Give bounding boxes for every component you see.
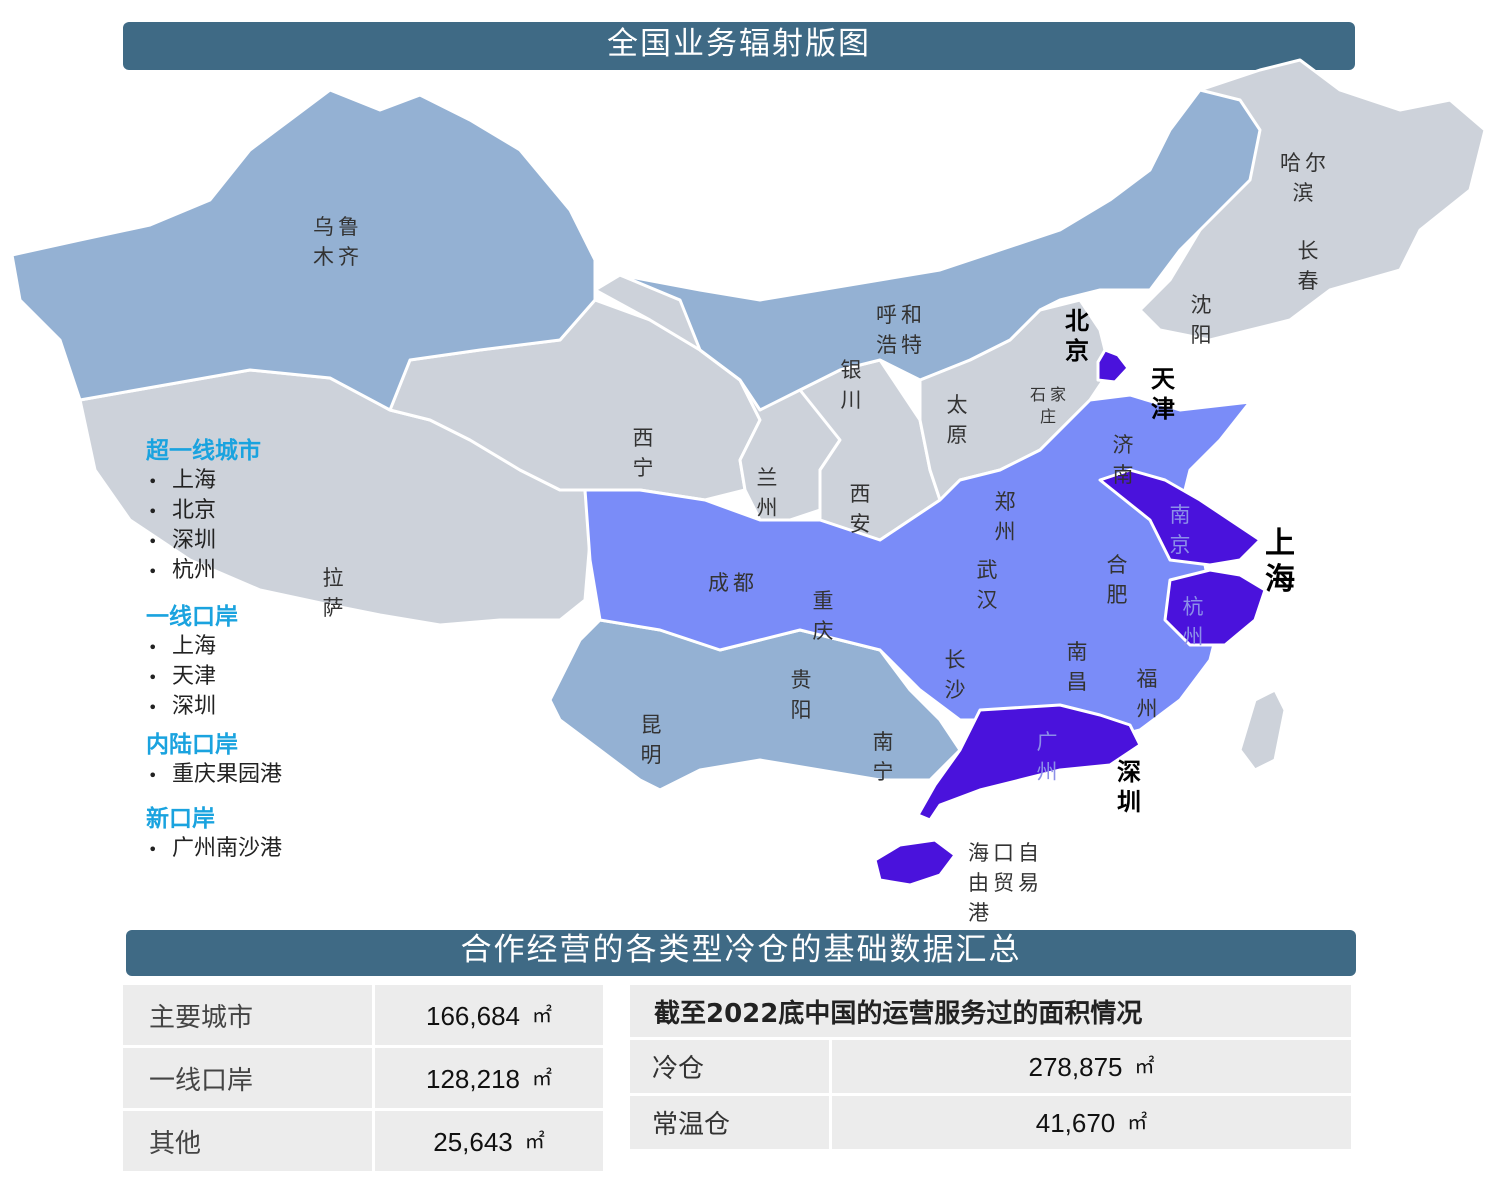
city-label-yinchuan: 银川 bbox=[840, 358, 866, 412]
legend-title: 超一线城市 bbox=[146, 438, 261, 464]
legend-group-super-tier: 超一线城市 上海 北京 深圳 杭州 bbox=[146, 436, 406, 586]
city-label-chongqing: 重庆 bbox=[812, 589, 838, 643]
legend-item: 广州南沙港 bbox=[146, 834, 406, 864]
city-label-nanjing: 南京 bbox=[1169, 503, 1195, 557]
city-label-harbin: 哈尔滨 bbox=[1280, 151, 1330, 205]
city-label-zhengzhou: 郑州 bbox=[994, 490, 1020, 544]
city-label-hangzhou: 杭州 bbox=[1182, 595, 1208, 649]
city-label-beijing: 北京 bbox=[1065, 307, 1089, 365]
legend-item: 天津 bbox=[146, 662, 406, 692]
city-label-xian: 西安 bbox=[849, 482, 875, 536]
city-label-tianjin: 天津 bbox=[1151, 365, 1175, 423]
city-label-changchun: 长春 bbox=[1297, 239, 1323, 293]
row-label: 主要城市 bbox=[123, 985, 372, 1045]
summary-title-banner: 合作经营的各类型冷仓的基础数据汇总 bbox=[126, 930, 1356, 976]
legend-title: 内陆口岸 bbox=[146, 732, 238, 758]
city-label-haikou: 海口自由贸易港 bbox=[968, 841, 1043, 925]
row-value: 41,670 ㎡ bbox=[832, 1096, 1351, 1149]
legend-item: 杭州 bbox=[146, 556, 406, 586]
legend-item: 上海 bbox=[146, 632, 406, 662]
city-label-xining: 西宁 bbox=[632, 426, 658, 480]
city-label-guangzhou: 广州 bbox=[1036, 730, 1062, 784]
region-taiwan bbox=[1238, 688, 1287, 772]
legend-item: 重庆果园港 bbox=[146, 760, 406, 790]
table-row: 冷仓 278,875 ㎡ bbox=[630, 1040, 1351, 1093]
city-label-shanghai: 上海 bbox=[1265, 526, 1295, 597]
table-header: 截至2022底中国的运营服务过的面积情况 bbox=[630, 985, 1351, 1037]
city-label-shenyang: 沈阳 bbox=[1190, 293, 1216, 347]
city-label-nanchang: 南昌 bbox=[1066, 640, 1092, 694]
city-label-guiyang: 贵阳 bbox=[790, 668, 816, 722]
row-label: 其他 bbox=[123, 1111, 372, 1171]
area-by-type-table: 截至2022底中国的运营服务过的面积情况 冷仓 278,875 ㎡ 常温仓 41,… bbox=[627, 982, 1354, 1152]
city-label-hohhot: 呼和浩特 bbox=[876, 303, 926, 357]
region-inner-mongolia bbox=[618, 88, 1262, 412]
legend-group-inland-port: 内陆口岸 重庆果园港 bbox=[146, 730, 406, 790]
city-label-fuzhou: 福州 bbox=[1136, 667, 1162, 721]
city-label-shijiazhuang: 石家庄 bbox=[1029, 385, 1070, 426]
city-label-kunming: 昆明 bbox=[640, 713, 666, 767]
city-label-taiyuan: 太原 bbox=[946, 393, 972, 447]
table-row: 常温仓 41,670 ㎡ bbox=[630, 1096, 1351, 1149]
row-value: 25,643 ㎡ bbox=[375, 1111, 603, 1171]
city-label-changsha: 长沙 bbox=[944, 648, 970, 702]
row-value: 278,875 ㎡ bbox=[832, 1040, 1351, 1093]
legend-group-new-port: 新口岸 广州南沙港 bbox=[146, 804, 406, 864]
legend-title: 一线口岸 bbox=[146, 604, 238, 630]
city-label-lanzhou: 兰州 bbox=[756, 466, 782, 520]
legend-title: 新口岸 bbox=[146, 806, 215, 832]
region-beijing bbox=[1096, 348, 1130, 384]
region-hainan bbox=[873, 838, 957, 887]
area-by-tier-table: 主要城市 166,684 ㎡ 一线口岸 128,218 ㎡ 其他 25,643 ㎡ bbox=[120, 982, 606, 1174]
row-label: 冷仓 bbox=[630, 1040, 829, 1093]
legend-item: 深圳 bbox=[146, 526, 406, 556]
city-label-urumqi: 乌鲁木齐 bbox=[313, 215, 363, 269]
city-label-wuhan: 武汉 bbox=[976, 558, 1002, 612]
china-map bbox=[10, 58, 1487, 887]
row-value: 128,218 ㎡ bbox=[375, 1048, 603, 1108]
row-label: 一线口岸 bbox=[123, 1048, 372, 1108]
region-xinjiang bbox=[10, 88, 597, 412]
city-label-jinan: 济南 bbox=[1112, 433, 1138, 487]
city-label-hefei: 合肥 bbox=[1106, 553, 1132, 607]
city-label-nanning: 南宁 bbox=[872, 730, 898, 784]
legend-item: 北京 bbox=[146, 496, 406, 526]
legend-group-first-tier-port: 一线口岸 上海 天津 深圳 bbox=[146, 602, 406, 722]
table-row: 一线口岸 128,218 ㎡ bbox=[123, 1048, 603, 1108]
map-title-banner: 全国业务辐射版图 bbox=[123, 22, 1355, 70]
region-zhejiang bbox=[1163, 568, 1267, 647]
row-value: 166,684 ㎡ bbox=[375, 985, 603, 1045]
table-row: 主要城市 166,684 ㎡ bbox=[123, 985, 603, 1045]
legend-item: 上海 bbox=[146, 466, 406, 496]
map-legend: 超一线城市 上海 北京 深圳 杭州 一线口岸 上海 天津 深圳 内陆口岸 重庆果… bbox=[146, 436, 406, 864]
city-label-shenzhen: 深圳 bbox=[1117, 758, 1141, 816]
city-label-chengdu: 成都 bbox=[708, 571, 758, 595]
table-row: 其他 25,643 ㎡ bbox=[123, 1111, 603, 1171]
region-jiangsu-shanghai bbox=[1098, 468, 1262, 567]
row-label: 常温仓 bbox=[630, 1096, 829, 1149]
legend-item: 深圳 bbox=[146, 692, 406, 722]
table-header-row: 截至2022底中国的运营服务过的面积情况 bbox=[630, 985, 1351, 1037]
region-guangdong bbox=[916, 703, 1142, 822]
